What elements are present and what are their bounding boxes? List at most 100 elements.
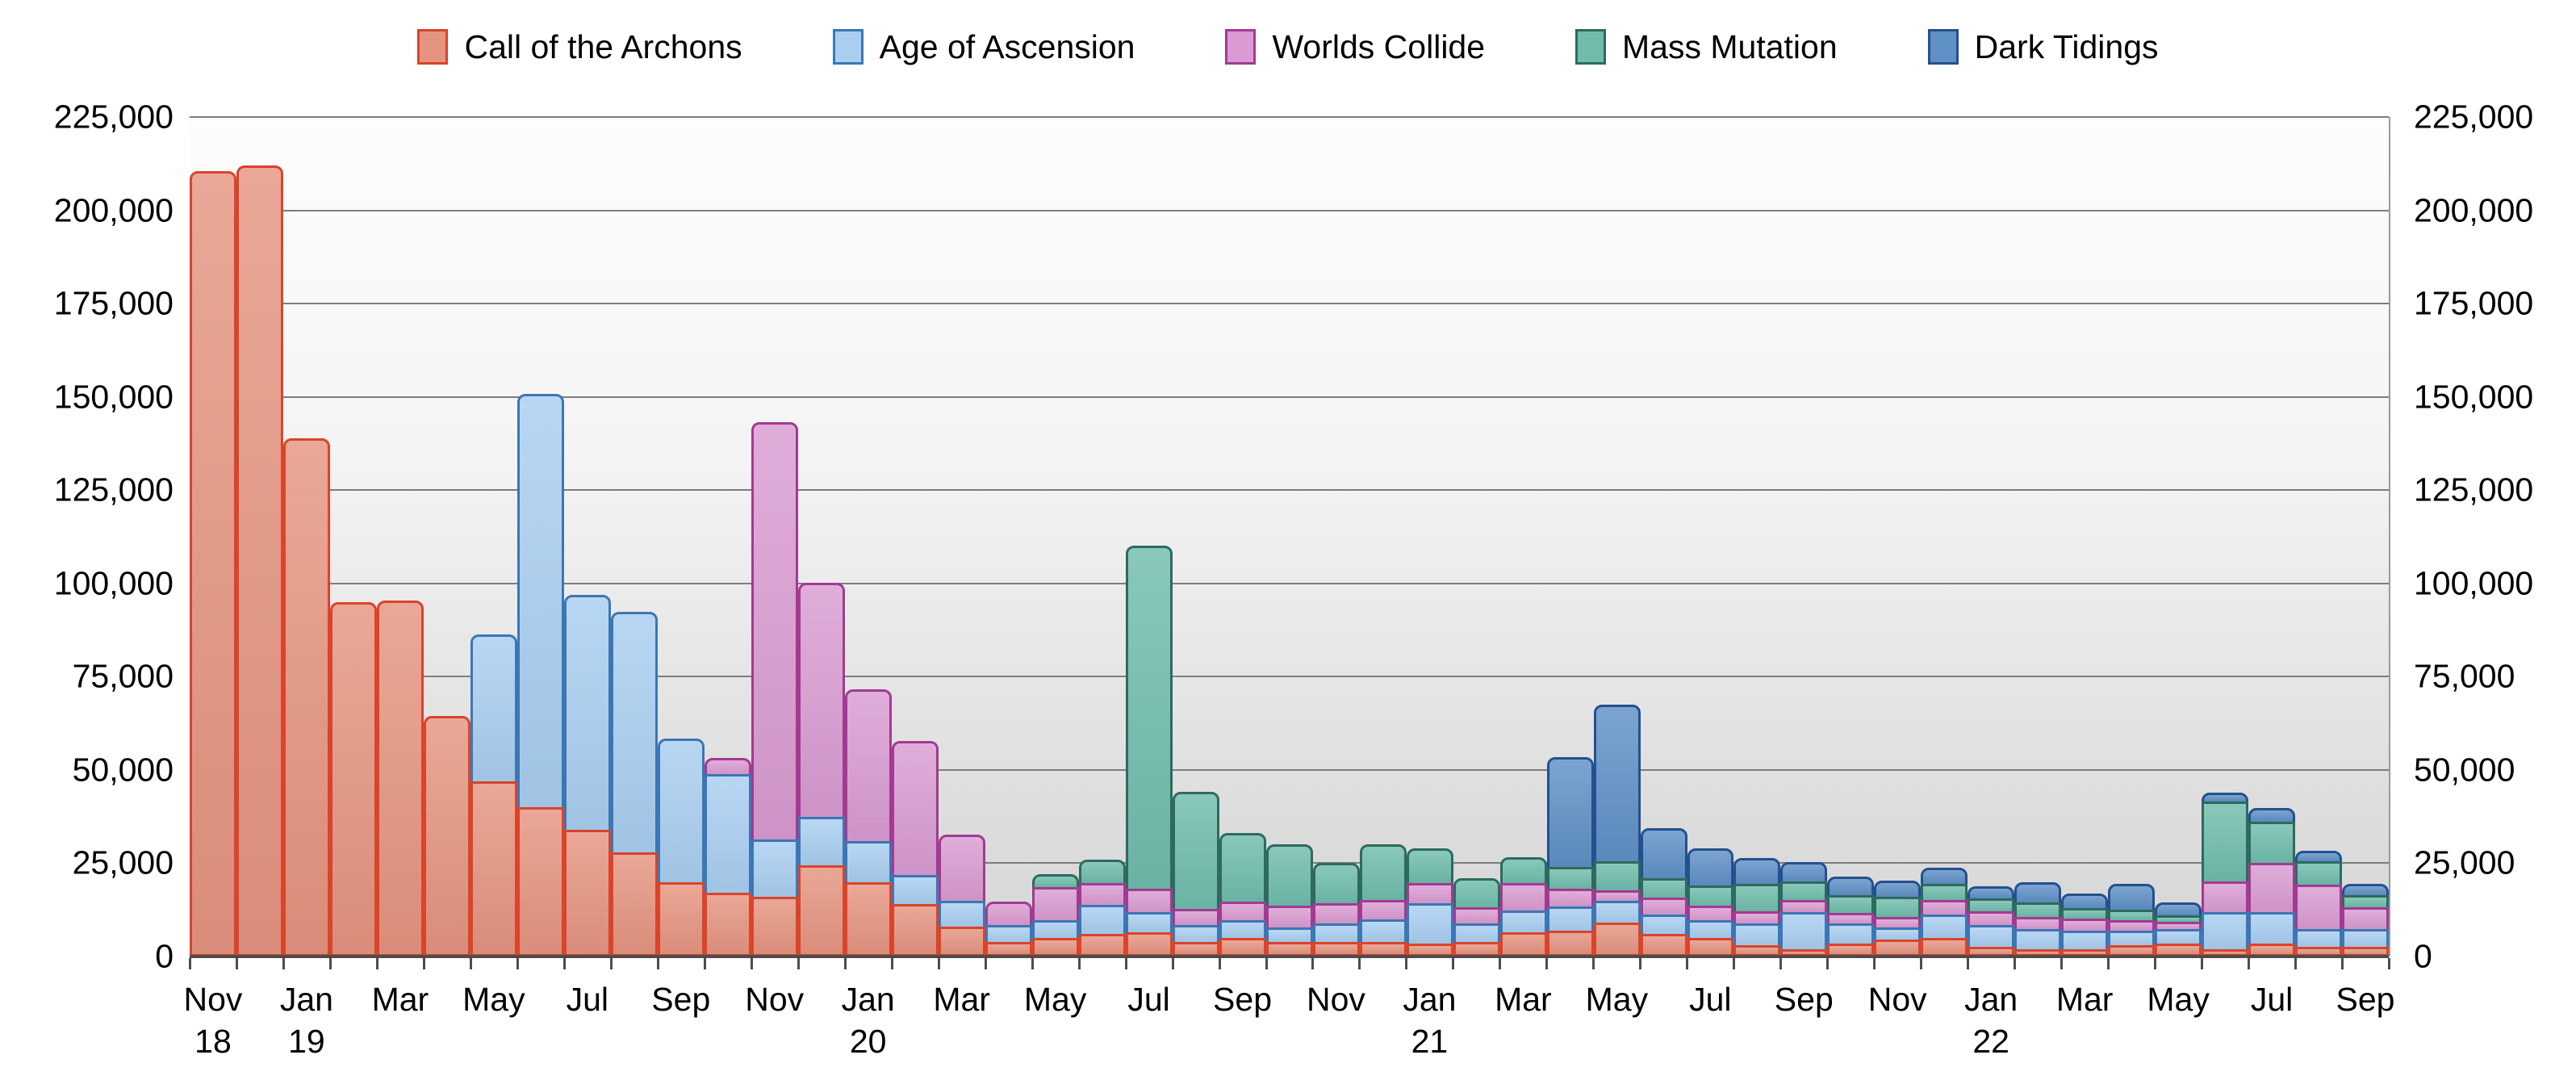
- bar-segment-cota-2018-12[interactable]: [236, 165, 283, 957]
- bar-segment-aoa-2020-12[interactable]: [1359, 919, 1407, 944]
- bar-segment-aoa-2020-03[interactable]: [938, 901, 985, 930]
- bar-segment-cota-2019-10[interactable]: [704, 893, 751, 957]
- bar-segment-wc-2021-01[interactable]: [1406, 882, 1453, 906]
- bar-segment-aoa-2021-04[interactable]: [1546, 906, 1594, 933]
- bar-segment-wc-2022-06[interactable]: [2202, 881, 2249, 915]
- bar-segment-mm-2020-09[interactable]: [1219, 833, 1266, 905]
- bar-segment-aoa-2021-02[interactable]: [1453, 923, 1500, 944]
- legend-item-mm[interactable]: Mass Mutation: [1575, 29, 1838, 65]
- bar-segment-mm-2021-06[interactable]: [1640, 877, 1687, 901]
- bar-segment-dt-2022-07[interactable]: [2248, 807, 2296, 825]
- bar-segment-aoa-2021-03[interactable]: [1499, 910, 1547, 935]
- bar-segment-aoa-2022-09[interactable]: [2342, 929, 2390, 950]
- bar-segment-wc-2021-06[interactable]: [1640, 898, 1687, 917]
- bar-segment-wc-2020-03[interactable]: [938, 834, 985, 904]
- bar-segment-cota-2020-06[interactable]: [1078, 934, 1126, 957]
- bar-segment-wc-2022-08[interactable]: [2295, 885, 2343, 932]
- bar-segment-aoa-2022-06[interactable]: [2202, 912, 2249, 952]
- bar-segment-cota-2019-11[interactable]: [751, 897, 798, 957]
- bar-segment-aoa-2019-09[interactable]: [657, 739, 705, 885]
- bar-segment-cota-2020-09[interactable]: [1219, 937, 1266, 957]
- bar-segment-dt-2021-04[interactable]: [1546, 757, 1594, 869]
- bar-segment-wc-2021-11[interactable]: [1874, 916, 1922, 930]
- bar-segment-wc-2020-01[interactable]: [844, 689, 892, 844]
- bar-segment-aoa-2019-06[interactable]: [516, 393, 564, 810]
- bar-segment-mm-2021-03[interactable]: [1499, 857, 1547, 885]
- bar-segment-mm-2021-11[interactable]: [1874, 896, 1922, 919]
- bar-segment-aoa-2020-01[interactable]: [844, 841, 892, 885]
- bar-segment-wc-2020-05[interactable]: [1031, 886, 1079, 923]
- bar-segment-cota-2021-11[interactable]: [1874, 940, 1922, 957]
- bar-segment-cota-2019-08[interactable]: [610, 852, 658, 957]
- bar-segment-mm-2021-09[interactable]: [1780, 881, 1828, 902]
- bar-segment-cota-2020-02[interactable]: [891, 904, 939, 957]
- bar-segment-cota-2021-01[interactable]: [1406, 943, 1453, 957]
- bar-segment-dt-2021-05[interactable]: [1593, 705, 1641, 864]
- bar-segment-aoa-2020-06[interactable]: [1078, 904, 1126, 937]
- bar-segment-aoa-2021-08[interactable]: [1733, 923, 1781, 948]
- bar-segment-mm-2020-07[interactable]: [1125, 546, 1173, 891]
- bar-segment-mm-2020-06[interactable]: [1078, 859, 1126, 885]
- bar-segment-cota-2019-09[interactable]: [657, 881, 705, 957]
- legend-item-cota[interactable]: Call of the Archons: [417, 29, 742, 65]
- bar-segment-aoa-2019-12[interactable]: [797, 817, 845, 868]
- bar-segment-cota-2019-12[interactable]: [797, 864, 845, 957]
- bar-segment-aoa-2020-05[interactable]: [1031, 919, 1079, 940]
- bar-segment-cota-2019-01[interactable]: [282, 437, 330, 957]
- bar-segment-cota-2019-02[interactable]: [329, 601, 377, 957]
- bar-segment-mm-2021-07[interactable]: [1687, 885, 1734, 908]
- bar-segment-mm-2021-04[interactable]: [1546, 866, 1594, 891]
- bar-segment-mm-2022-08[interactable]: [2295, 860, 2343, 888]
- bar-segment-cota-2021-05[interactable]: [1593, 923, 1641, 957]
- bar-segment-aoa-2022-04[interactable]: [2108, 931, 2156, 948]
- bar-segment-cota-2020-01[interactable]: [844, 881, 892, 957]
- bar-segment-aoa-2022-02[interactable]: [2014, 929, 2062, 952]
- bar-segment-dt-2021-09[interactable]: [1780, 861, 1828, 885]
- bar-segment-mm-2021-10[interactable]: [1827, 894, 1875, 915]
- bar-segment-aoa-2021-05[interactable]: [1593, 901, 1641, 926]
- bar-segment-aoa-2019-07[interactable]: [563, 595, 611, 832]
- bar-segment-mm-2020-12[interactable]: [1359, 844, 1407, 902]
- bar-segment-cota-2020-07[interactable]: [1125, 931, 1173, 957]
- bar-segment-cota-2020-03[interactable]: [938, 927, 985, 957]
- bar-segment-cota-2020-05[interactable]: [1031, 937, 1079, 957]
- bar-segment-aoa-2021-12[interactable]: [1921, 914, 1968, 940]
- bar-segment-wc-2020-11[interactable]: [1312, 903, 1360, 927]
- bar-segment-wc-2019-11[interactable]: [751, 422, 798, 843]
- bar-segment-wc-2019-12[interactable]: [797, 582, 845, 820]
- bar-segment-cota-2022-05[interactable]: [2155, 943, 2202, 957]
- bar-segment-aoa-2022-01[interactable]: [1968, 925, 2015, 950]
- bar-segment-aoa-2020-07[interactable]: [1125, 912, 1173, 935]
- bar-segment-mm-2021-08[interactable]: [1733, 883, 1781, 914]
- bar-segment-aoa-2019-10[interactable]: [704, 774, 751, 896]
- bar-segment-wc-2021-03[interactable]: [1499, 882, 1547, 913]
- bar-segment-cota-2019-05[interactable]: [470, 781, 517, 957]
- bar-segment-aoa-2019-11[interactable]: [751, 839, 798, 900]
- bar-segment-dt-2021-08[interactable]: [1733, 858, 1781, 886]
- bar-segment-wc-2020-12[interactable]: [1359, 899, 1407, 923]
- bar-segment-aoa-2021-09[interactable]: [1780, 912, 1828, 952]
- bar-segment-aoa-2020-02[interactable]: [891, 875, 939, 907]
- bar-segment-cota-2019-07[interactable]: [563, 829, 611, 957]
- bar-segment-mm-2021-02[interactable]: [1453, 877, 1500, 910]
- bar-segment-wc-2020-10[interactable]: [1265, 905, 1313, 930]
- bar-segment-aoa-2021-06[interactable]: [1640, 914, 1687, 937]
- bar-segment-cota-2021-07[interactable]: [1687, 937, 1734, 957]
- bar-segment-wc-2021-07[interactable]: [1687, 905, 1734, 923]
- bar-segment-dt-2021-07[interactable]: [1687, 848, 1734, 888]
- bar-segment-cota-2021-04[interactable]: [1546, 930, 1594, 957]
- bar-segment-cota-2021-02[interactable]: [1453, 941, 1500, 957]
- bar-segment-cota-2020-12[interactable]: [1359, 941, 1407, 957]
- bar-segment-wc-2020-07[interactable]: [1125, 888, 1173, 915]
- bar-segment-mm-2020-05[interactable]: [1031, 874, 1079, 890]
- bar-segment-dt-2022-05[interactable]: [2155, 902, 2202, 918]
- bar-segment-cota-2021-12[interactable]: [1921, 937, 1968, 957]
- bar-segment-cota-2019-06[interactable]: [516, 807, 564, 957]
- bar-segment-wc-2022-09[interactable]: [2342, 907, 2390, 932]
- bar-segment-aoa-2021-01[interactable]: [1406, 902, 1453, 946]
- bar-segment-dt-2022-02[interactable]: [2014, 882, 2062, 905]
- bar-segment-dt-2021-06[interactable]: [1640, 828, 1687, 881]
- bar-segment-cota-2019-03[interactable]: [376, 600, 424, 957]
- legend-item-wc[interactable]: Worlds Collide: [1225, 29, 1485, 65]
- bar-segment-aoa-2019-08[interactable]: [610, 612, 658, 855]
